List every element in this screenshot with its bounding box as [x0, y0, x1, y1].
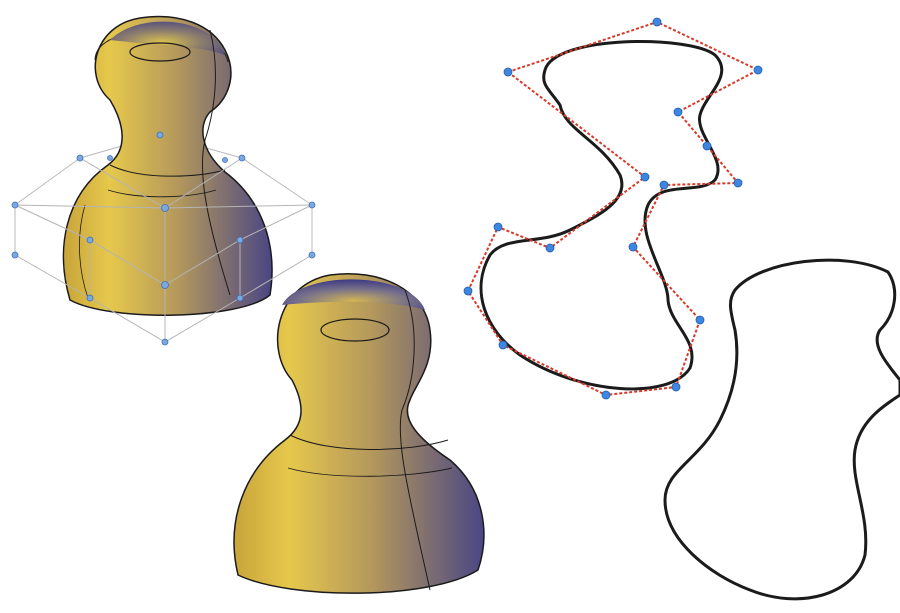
spline-with-control-polygon: [463, 17, 763, 400]
control-cage-points: [11, 131, 316, 346]
pawn-solid-smoothed: [233, 273, 485, 594]
pawn-solid-with-control-cage: [11, 15, 316, 346]
control-polygon: [466, 20, 761, 397]
pawn-surface: [62, 15, 273, 316]
control-points: [463, 17, 763, 400]
spline-curve-result: [663, 258, 900, 601]
